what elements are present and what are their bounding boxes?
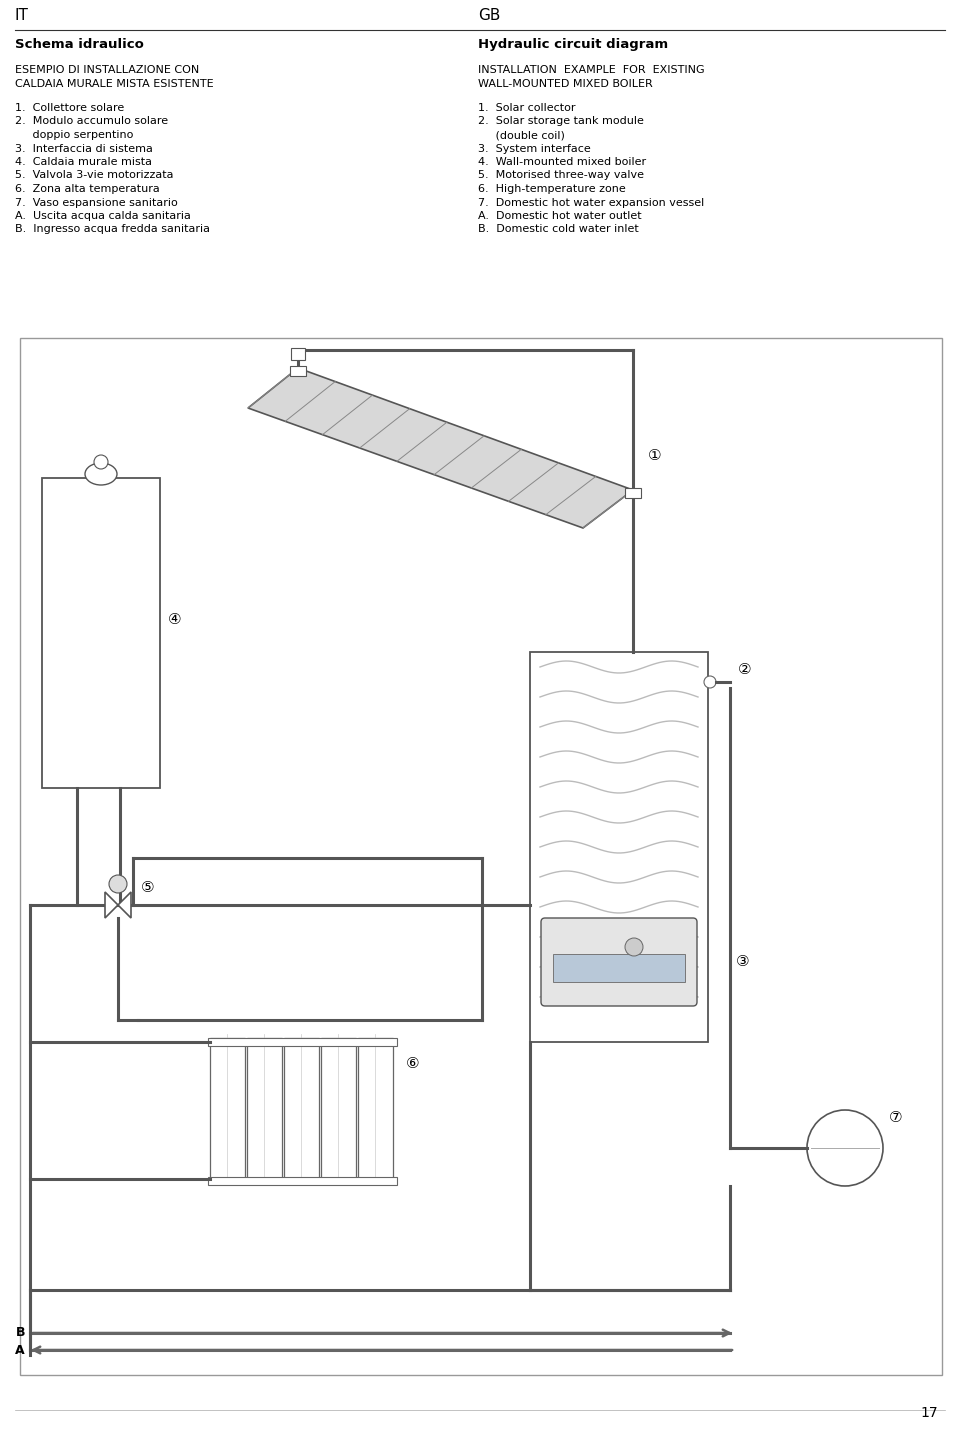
Text: IT: IT — [15, 9, 29, 23]
Text: 7.  Domestic hot water expansion vessel: 7. Domestic hot water expansion vessel — [478, 197, 705, 207]
Polygon shape — [105, 892, 118, 918]
Ellipse shape — [85, 463, 117, 485]
Text: (double coil): (double coil) — [478, 130, 564, 140]
Polygon shape — [248, 368, 633, 528]
Text: ③: ③ — [736, 954, 750, 970]
Bar — [290, 366, 306, 376]
Text: GB: GB — [478, 9, 500, 23]
Text: 4.  Caldaia murale mista: 4. Caldaia murale mista — [15, 157, 152, 167]
Text: B.  Ingresso acqua fredda sanitaria: B. Ingresso acqua fredda sanitaria — [15, 225, 210, 235]
Text: ②: ② — [738, 662, 752, 678]
Bar — [247, 1038, 282, 1183]
Bar — [291, 347, 305, 360]
Text: ⑥: ⑥ — [406, 1055, 420, 1071]
Text: B: B — [15, 1327, 25, 1340]
Text: 2.  Solar storage tank module: 2. Solar storage tank module — [478, 116, 644, 126]
Text: ⑤: ⑤ — [141, 879, 155, 895]
FancyBboxPatch shape — [541, 918, 697, 1005]
Text: 2.  Modulo accumulo solare: 2. Modulo accumulo solare — [15, 116, 168, 126]
Text: Schema idraulico: Schema idraulico — [15, 39, 144, 51]
Text: ④: ④ — [168, 612, 181, 628]
Polygon shape — [118, 892, 131, 918]
Text: 17: 17 — [921, 1406, 938, 1420]
Bar — [530, 652, 708, 1042]
Text: ①: ① — [648, 448, 661, 462]
Text: 1.  Collettore solare: 1. Collettore solare — [15, 103, 124, 113]
Bar — [358, 1038, 393, 1183]
Circle shape — [704, 676, 716, 688]
Bar — [208, 1038, 397, 1045]
Text: 7.  Vaso espansione sanitario: 7. Vaso espansione sanitario — [15, 197, 178, 207]
Text: doppio serpentino: doppio serpentino — [15, 130, 133, 140]
Text: Hydraulic circuit diagram: Hydraulic circuit diagram — [478, 39, 668, 51]
Text: INSTALLATION  EXAMPLE  FOR  EXISTING: INSTALLATION EXAMPLE FOR EXISTING — [478, 64, 705, 74]
Text: 3.  System interface: 3. System interface — [478, 143, 590, 153]
Text: A.  Uscita acqua calda sanitaria: A. Uscita acqua calda sanitaria — [15, 212, 191, 222]
Text: B.  Domestic cold water inlet: B. Domestic cold water inlet — [478, 225, 638, 235]
Bar — [321, 1038, 356, 1183]
Bar — [553, 954, 685, 982]
Bar — [210, 1038, 245, 1183]
Text: CALDAIA MURALE MISTA ESISTENTE: CALDAIA MURALE MISTA ESISTENTE — [15, 79, 214, 89]
Text: WALL-MOUNTED MIXED BOILER: WALL-MOUNTED MIXED BOILER — [478, 79, 653, 89]
Text: 5.  Valvola 3-vie motorizzata: 5. Valvola 3-vie motorizzata — [15, 170, 174, 180]
Text: 4.  Wall-mounted mixed boiler: 4. Wall-mounted mixed boiler — [478, 157, 646, 167]
Text: 3.  Interfaccia di sistema: 3. Interfaccia di sistema — [15, 143, 153, 153]
Bar — [625, 488, 641, 498]
Text: 5.  Motorised three-way valve: 5. Motorised three-way valve — [478, 170, 644, 180]
Circle shape — [807, 1110, 883, 1185]
Text: 6.  Zona alta temperatura: 6. Zona alta temperatura — [15, 184, 159, 194]
Bar — [208, 1177, 397, 1185]
Circle shape — [625, 938, 643, 957]
Circle shape — [94, 455, 108, 469]
Text: 1.  Solar collector: 1. Solar collector — [478, 103, 575, 113]
Text: A.  Domestic hot water outlet: A. Domestic hot water outlet — [478, 212, 641, 222]
Bar — [20, 337, 942, 1376]
Bar — [42, 478, 160, 788]
Text: ESEMPIO DI INSTALLAZIONE CON: ESEMPIO DI INSTALLAZIONE CON — [15, 64, 200, 74]
Circle shape — [109, 875, 127, 892]
Text: A: A — [15, 1344, 25, 1357]
Bar — [284, 1038, 319, 1183]
Text: 6.  High-temperature zone: 6. High-temperature zone — [478, 184, 626, 194]
Text: ⑦: ⑦ — [889, 1111, 902, 1125]
